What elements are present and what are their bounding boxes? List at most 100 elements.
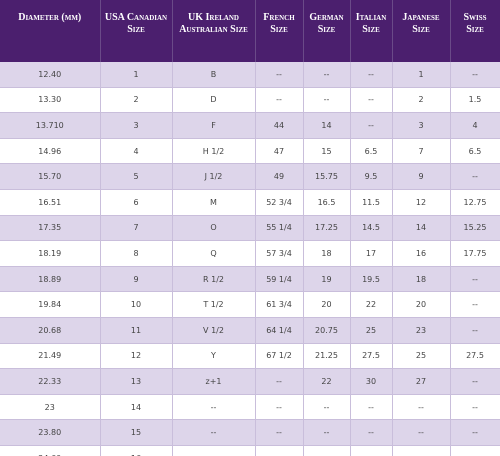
table-row: 23.80 15 -- -- -- -- -- --: [0, 419, 500, 446]
table-cell: --: [303, 87, 351, 114]
table-cell: 6.5: [450, 138, 500, 165]
header-cell: UK Ireland Australian Size: [172, 0, 256, 62]
table-cell: 18: [303, 240, 351, 267]
table-cell: --: [255, 445, 304, 456]
table-cell: 27.5: [350, 343, 393, 370]
table-cell: --: [450, 368, 500, 395]
table-cell: 55 1/4: [255, 215, 304, 242]
table-cell: M: [172, 189, 256, 216]
table-cell: 3: [392, 112, 451, 139]
table-cell: 21.49: [0, 343, 101, 370]
table-cell: 20.75: [303, 317, 351, 344]
header-cell: Japanese Size: [392, 0, 451, 62]
table-cell: --: [172, 445, 256, 456]
table-cell: 18: [392, 266, 451, 293]
table-cell: --: [255, 368, 304, 395]
table-cell: 12.75: [450, 189, 500, 216]
table-cell: 59 1/4: [255, 266, 304, 293]
table-cell: 27: [392, 368, 451, 395]
table-cell: 16: [100, 445, 173, 456]
table-cell: 3: [100, 112, 173, 139]
table-cell: --: [255, 62, 304, 88]
table-cell: 23: [392, 317, 451, 344]
table-cell: 21.25: [303, 343, 351, 370]
table-cell: O: [172, 215, 256, 242]
table-cell: --: [350, 112, 393, 139]
table-cell: 20: [303, 291, 351, 318]
table-cell: 15: [303, 138, 351, 165]
table-cell: 4: [450, 112, 500, 139]
table-cell: 22: [350, 291, 393, 318]
table-cell: 16: [392, 240, 451, 267]
table-cell: 14: [303, 112, 351, 139]
table-cell: 11.5: [350, 189, 393, 216]
table-cell: 52 3/4: [255, 189, 304, 216]
table-cell: 64 1/4: [255, 317, 304, 344]
table-row: 21.49 12 Y 67 1/2 21.25 27.5 25 27.5: [0, 343, 500, 370]
header-cell: French Size: [255, 0, 304, 62]
table-row: 16.51 6 M 52 3/4 16.5 11.5 12 12.75: [0, 189, 500, 216]
table-row: 13.30 2 D -- -- -- 2 1.5: [0, 87, 500, 114]
table-cell: J 1/2: [172, 163, 256, 190]
table-cell: 13.710: [0, 112, 101, 139]
table-cell: 4: [100, 138, 173, 165]
table-cell: --: [350, 394, 393, 421]
table-row: 14.96 4 H 1/2 47 15 6.5 7 6.5: [0, 138, 500, 165]
table-cell: --: [450, 317, 500, 344]
table-cell: 9.5: [350, 163, 393, 190]
table-cell: V 1/2: [172, 317, 256, 344]
table-cell: B: [172, 62, 256, 88]
table-row: 19.84 10 T 1/2 61 3/4 20 22 20 --: [0, 291, 500, 318]
table-cell: 19: [303, 266, 351, 293]
table-cell: --: [303, 394, 351, 421]
table-cell: 6.5: [350, 138, 393, 165]
header-row: Diameter (mm) USA Canadian Size UK Ireland…: [0, 0, 500, 62]
table-cell: 27.5: [450, 343, 500, 370]
table-row: 12.40 1 B -- -- -- 1 --: [0, 62, 500, 88]
table-cell: 17.25: [303, 215, 351, 242]
table-cell: 19.84: [0, 291, 101, 318]
table-cell: 61 3/4: [255, 291, 304, 318]
table-cell: 47: [255, 138, 304, 165]
table-row: 17.35 7 O 55 1/4 17.25 14.5 14 15.25: [0, 215, 500, 242]
table-cell: --: [255, 394, 304, 421]
table-cell: --: [255, 87, 304, 114]
table-cell: 1: [100, 62, 173, 88]
table-cell: 30: [350, 368, 393, 395]
table-cell: 6: [100, 189, 173, 216]
table-row: 15.70 5 J 1/2 49 15.75 9.5 9 --: [0, 163, 500, 190]
table-cell: 18.89: [0, 266, 101, 293]
table-cell: --: [450, 394, 500, 421]
table-row: 22.33 13 z+1 -- 22 30 27 --: [0, 368, 500, 395]
table-cell: R 1/2: [172, 266, 256, 293]
table-cell: --: [450, 266, 500, 293]
table-cell: D: [172, 87, 256, 114]
table-cell: --: [303, 62, 351, 88]
table-cell: --: [450, 291, 500, 318]
table-cell: 14: [392, 215, 451, 242]
table-cell: 23: [0, 394, 101, 421]
table-cell: 15.75: [303, 163, 351, 190]
table-cell: 25: [392, 343, 451, 370]
table-cell: 16.5: [303, 189, 351, 216]
table-cell: 10: [100, 291, 173, 318]
table-cell: Y: [172, 343, 256, 370]
table-cell: 15: [100, 419, 173, 446]
table-cell: --: [350, 445, 393, 456]
table-cell: 14.5: [350, 215, 393, 242]
table-cell: 22: [303, 368, 351, 395]
table-cell: 12.40: [0, 62, 101, 88]
table-body: 12.40 1 B -- -- -- 1 -- 13.30 2 D -- -- -- 2 1.5 13.710 3…: [0, 62, 500, 456]
table-cell: 7: [392, 138, 451, 165]
table-cell: 7: [100, 215, 173, 242]
table-row: 23 14 -- -- -- -- -- --: [0, 394, 500, 421]
table-cell: 9: [100, 266, 173, 293]
table-row: 18.19 8 Q 57 3/4 18 17 16 17.75: [0, 240, 500, 267]
table-cell: --: [450, 62, 500, 88]
header-cell: Italian Size: [350, 0, 393, 62]
table-cell: 57 3/4: [255, 240, 304, 267]
table-cell: --: [172, 419, 256, 446]
table-cell: 14: [100, 394, 173, 421]
table-cell: 2: [392, 87, 451, 114]
